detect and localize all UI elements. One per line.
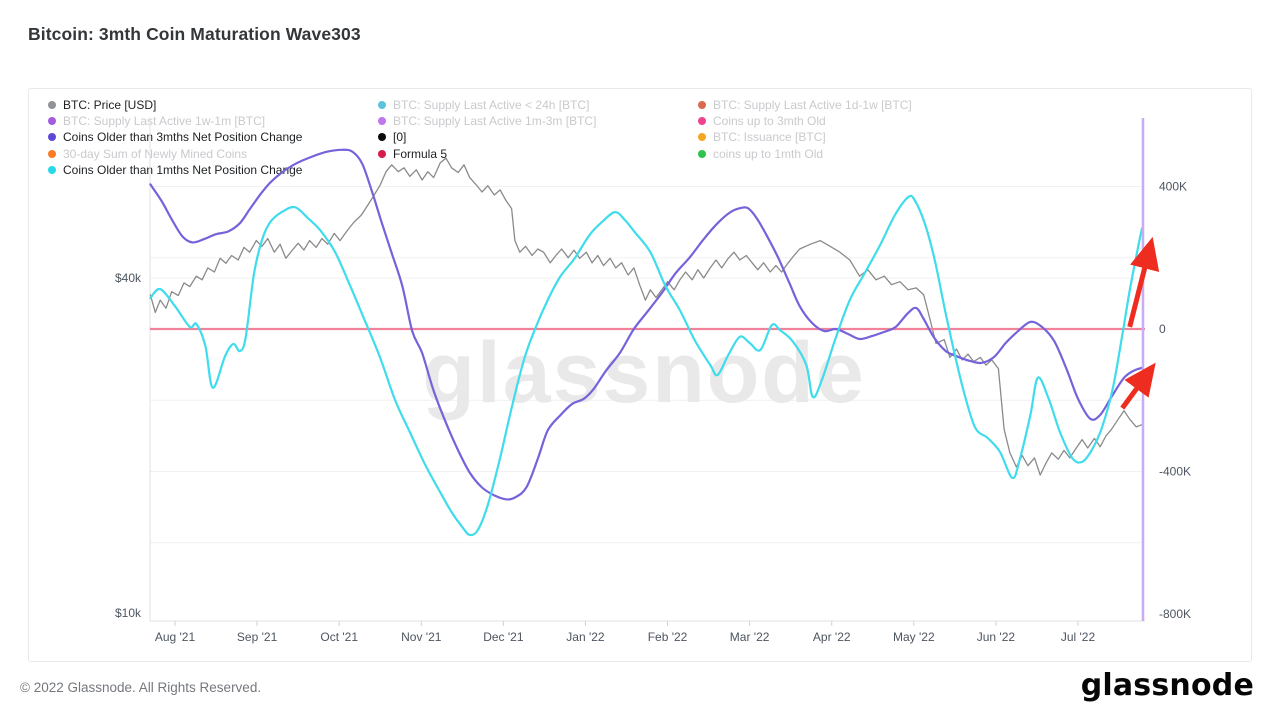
legend-dot-icon — [698, 117, 706, 126]
x-tick-label: Oct '21 — [320, 630, 358, 644]
legend-dot-icon — [48, 117, 56, 126]
legend-dot-icon — [48, 165, 56, 174]
legend-item-label: Formula 5 — [393, 146, 448, 161]
legend-item[interactable]: BTC: Issuance [BTC] — [698, 129, 912, 145]
legend-column: BTC: Supply Last Active 1d-1w [BTC] Coins… — [698, 97, 912, 162]
legend-item[interactable]: coins up to 1mth Old — [698, 146, 912, 162]
legend-item-label: BTC: Supply Last Active 1m-3m [BTC] — [393, 114, 597, 129]
x-tick-label: Apr '22 — [813, 630, 851, 644]
legend-column: BTC: Supply Last Active < 24h [BTC] BTC: … — [378, 97, 596, 162]
copyright-text: © 2022 Glassnode. All Rights Reserved. — [20, 680, 262, 695]
x-tick-label: Dec '21 — [483, 630, 524, 644]
legend-item[interactable]: BTC: Supply Last Active 1m-3m [BTC] — [378, 113, 596, 129]
y-right-tick-label: 0 — [1159, 322, 1166, 336]
legend-dot-icon — [48, 133, 56, 142]
legend-item[interactable]: Coins up to 3mth Old — [698, 113, 912, 129]
legend-dot-icon — [698, 101, 706, 110]
x-tick-label: Mar '22 — [730, 630, 770, 644]
y-right-tick-label: -800K — [1159, 607, 1191, 621]
legend-item-label: BTC: Supply Last Active 1w-1m [BTC] — [63, 114, 266, 129]
legend-item[interactable]: 30-day Sum of Newly Mined Coins — [48, 146, 302, 162]
x-tick-label: Feb '22 — [648, 630, 688, 644]
annotation-arrow-icon — [1127, 236, 1160, 328]
legend-dot-icon — [48, 149, 56, 158]
legend-item-label: coins up to 1mth Old — [713, 146, 824, 161]
glassnode-logo: glassnode — [1080, 668, 1254, 703]
series-coins-older-than-1mths-net-position-change — [149, 194, 1144, 537]
legend-item-label: Coins Older than 3mths Net Position Chan… — [63, 130, 303, 145]
legend-item[interactable]: Coins Older than 3mths Net Position Chan… — [48, 129, 302, 145]
y-left-tick-label: $10k — [115, 606, 142, 620]
watermark: glassnode — [422, 325, 865, 421]
x-tick-label: Jun '22 — [977, 630, 1016, 644]
legend-item[interactable]: Coins Older than 1mths Net Position Chan… — [48, 162, 302, 178]
y-right-tick-label: 400K — [1159, 180, 1187, 194]
y-left-tick-label: $40k — [115, 271, 142, 285]
legend-dot-icon — [48, 101, 56, 110]
legend-dot-icon — [378, 117, 386, 126]
legend-item-label: Coins Older than 1mths Net Position Chan… — [63, 162, 303, 177]
x-tick-label: May '22 — [893, 630, 935, 644]
legend-item[interactable]: Formula 5 — [378, 146, 596, 162]
legend-item-label: Coins up to 3mth Old — [713, 114, 826, 129]
legend-item-label: BTC: Price [USD] — [63, 98, 157, 113]
legend-dot-icon — [378, 101, 386, 110]
x-tick-label: Aug '21 — [155, 630, 196, 644]
legend-item-label: BTC: Supply Last Active 1d-1w [BTC] — [713, 98, 912, 113]
legend-item[interactable]: BTC: Supply Last Active < 24h [BTC] — [378, 97, 596, 113]
legend-item-label: BTC: Supply Last Active < 24h [BTC] — [393, 98, 590, 113]
x-tick-label: Sep '21 — [237, 630, 278, 644]
series-btc-price-usd — [149, 157, 1143, 476]
legend-dot-icon — [698, 149, 706, 158]
y-right-tick-label: -400K — [1159, 465, 1191, 479]
legend-column: BTC: Price [USD] BTC: Supply Last Active … — [48, 97, 302, 178]
legend-dot-icon — [378, 149, 386, 158]
legend-item[interactable]: BTC: Supply Last Active 1w-1m [BTC] — [48, 113, 302, 129]
legend-dot-icon — [698, 133, 706, 142]
legend-item[interactable]: BTC: Price [USD] — [48, 97, 302, 113]
legend-item-label: BTC: Issuance [BTC] — [713, 130, 826, 145]
x-tick-label: Jan '22 — [566, 630, 605, 644]
x-tick-label: Jul '22 — [1061, 630, 1096, 644]
legend-item-label: [0] — [393, 130, 407, 145]
legend-item[interactable]: BTC: Supply Last Active 1d-1w [BTC] — [698, 97, 912, 113]
legend-item[interactable]: [0] — [378, 129, 596, 145]
legend-item-label: 30-day Sum of Newly Mined Coins — [63, 146, 248, 161]
series-coins-older-than-3mths-net-position-change — [149, 148, 1144, 501]
x-tick-label: Nov '21 — [401, 630, 442, 644]
chart-card — [28, 88, 1252, 662]
legend-dot-icon — [378, 133, 386, 142]
annotation-arrow-icon — [1120, 362, 1156, 410]
page-title: Bitcoin: 3mth Coin Maturation Wave303 — [28, 24, 361, 44]
